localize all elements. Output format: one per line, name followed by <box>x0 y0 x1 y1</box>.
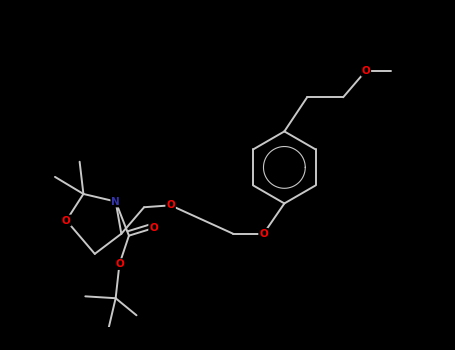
Text: O: O <box>362 66 370 76</box>
Text: O: O <box>62 216 71 225</box>
Text: O: O <box>166 200 175 210</box>
Text: O: O <box>149 223 158 233</box>
Text: O: O <box>259 229 268 239</box>
Text: N: N <box>111 197 120 206</box>
Text: O: O <box>115 259 124 269</box>
